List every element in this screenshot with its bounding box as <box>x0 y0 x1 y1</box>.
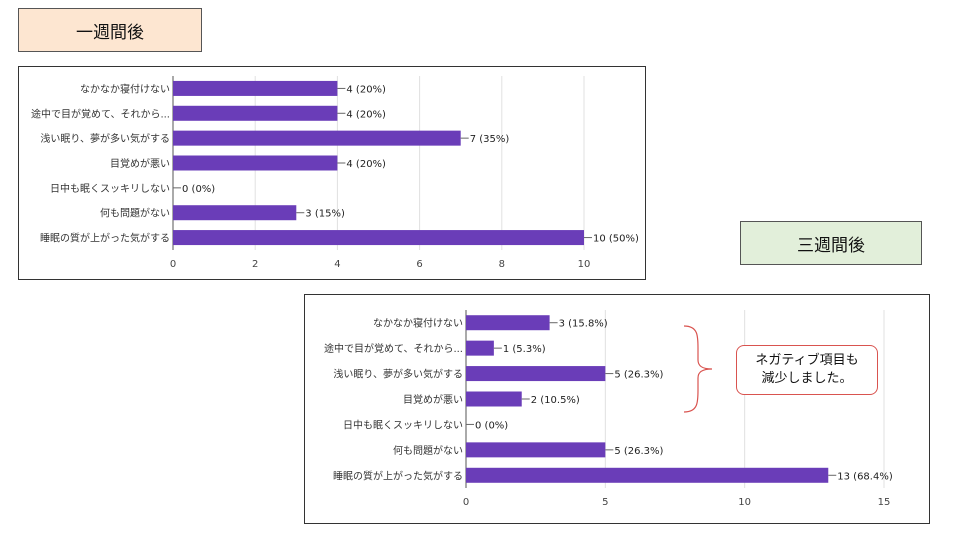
week1-bar <box>173 205 297 221</box>
week1-category-label: なかなか寝付けない <box>80 82 170 95</box>
week1-tick-label: 8 <box>499 259 505 270</box>
annotation-callout: ネガティブ項目も 減少しました。 <box>684 324 894 414</box>
week1-data-label: 4 (20%) <box>346 109 386 120</box>
week1-label: 一週間後 <box>18 8 202 52</box>
week3-data-label: 5 (26.3%) <box>614 370 663 381</box>
week1-bar <box>173 105 338 121</box>
week3-chart: 0 5 10 15 なかなか寝付けない 3 (15.8%) 途中で目が覚めて、それから...… <box>304 294 930 524</box>
week1-bar <box>173 230 584 246</box>
week1-data-label: 7 (35%) <box>470 134 510 145</box>
week1-data-label: 0 (0%) <box>182 184 215 195</box>
week3-category-label: なかなか寝付けない <box>373 317 463 330</box>
week3-label-text: 三週間後 <box>797 235 865 256</box>
week1-tick-label: 4 <box>334 259 340 270</box>
week1-tick-label: 2 <box>252 259 258 270</box>
week3-category-label: 浅い眠り、夢が多い気がする <box>333 368 463 381</box>
week3-bar <box>466 467 829 483</box>
week3-category-label: 何も問題がない <box>393 444 463 457</box>
week1-category-label: 浅い眠り、夢が多い気がする <box>40 132 170 145</box>
week1-chart-svg: 0 2 4 6 8 10 なかなか寝付けない 4 (20%) 途中で目が覚めて、それから... 4… <box>31 76 639 270</box>
week3-data-label: 3 (15.8%) <box>559 319 608 330</box>
week3-bar <box>466 442 606 458</box>
week3-bar <box>466 391 522 407</box>
week1-chart: 0 2 4 6 8 10 なかなか寝付けない 4 (20%) 途中で目が覚めて、それから... 4… <box>18 66 646 280</box>
week1-data-label: 10 (50%) <box>593 234 639 245</box>
week3-data-label: 1 (5.3%) <box>503 344 546 355</box>
week1-category-label: 何も問題がない <box>100 207 170 220</box>
week1-data-label: 4 (20%) <box>346 84 386 95</box>
note-line-2: 減少しました。 <box>761 371 853 386</box>
week3-bar <box>466 315 550 331</box>
week3-chart-svg: 0 5 10 15 なかなか寝付けない 3 (15.8%) 途中で目が覚めて、それから...… <box>324 310 893 508</box>
week3-category-label: 目覚めが悪い <box>403 393 463 406</box>
week3-tick-label: 0 <box>463 497 469 508</box>
week1-category-label: 目覚めが悪い <box>110 157 170 170</box>
week3-category-label: 日中も眠くスッキリしない <box>343 418 463 431</box>
week1-data-label: 3 (15%) <box>305 209 345 220</box>
week1-label-text: 一週間後 <box>76 22 144 43</box>
week3-label: 三週間後 <box>740 221 922 265</box>
week3-data-label: 2 (10.5%) <box>531 395 580 406</box>
week3-data-label: 13 (68.4%) <box>837 471 893 482</box>
week1-tick-label: 0 <box>170 259 176 270</box>
week1-category-label: 途中で目が覚めて、それから... <box>31 107 170 120</box>
week1-tick-label: 10 <box>578 259 591 270</box>
curly-brace-icon <box>684 325 713 413</box>
week1-data-label: 4 (20%) <box>346 159 386 170</box>
week3-bar <box>466 340 494 356</box>
note-line-1: ネガティブ項目も <box>755 353 859 368</box>
week1-category-label: 日中も眠くスッキリしない <box>50 182 170 195</box>
week1-bar <box>173 80 338 96</box>
week1-category-label: 睡眠の質が上がった気がする <box>40 232 170 245</box>
week1-bar <box>173 130 461 146</box>
week3-category-label: 途中で目が覚めて、それから... <box>324 342 463 355</box>
week1-tick-label: 6 <box>416 259 422 270</box>
week3-tick-label: 5 <box>602 497 608 508</box>
week3-data-label: 0 (0%) <box>475 420 508 431</box>
week1-bar <box>173 155 338 171</box>
week3-category-label: 睡眠の質が上がった気がする <box>333 469 463 482</box>
week3-bar <box>466 366 606 382</box>
week3-data-label: 5 (26.3%) <box>614 446 663 457</box>
week3-tick-label: 10 <box>738 497 751 508</box>
week3-tick-label: 15 <box>878 497 891 508</box>
note-box: ネガティブ項目も 減少しました。 <box>736 345 878 395</box>
